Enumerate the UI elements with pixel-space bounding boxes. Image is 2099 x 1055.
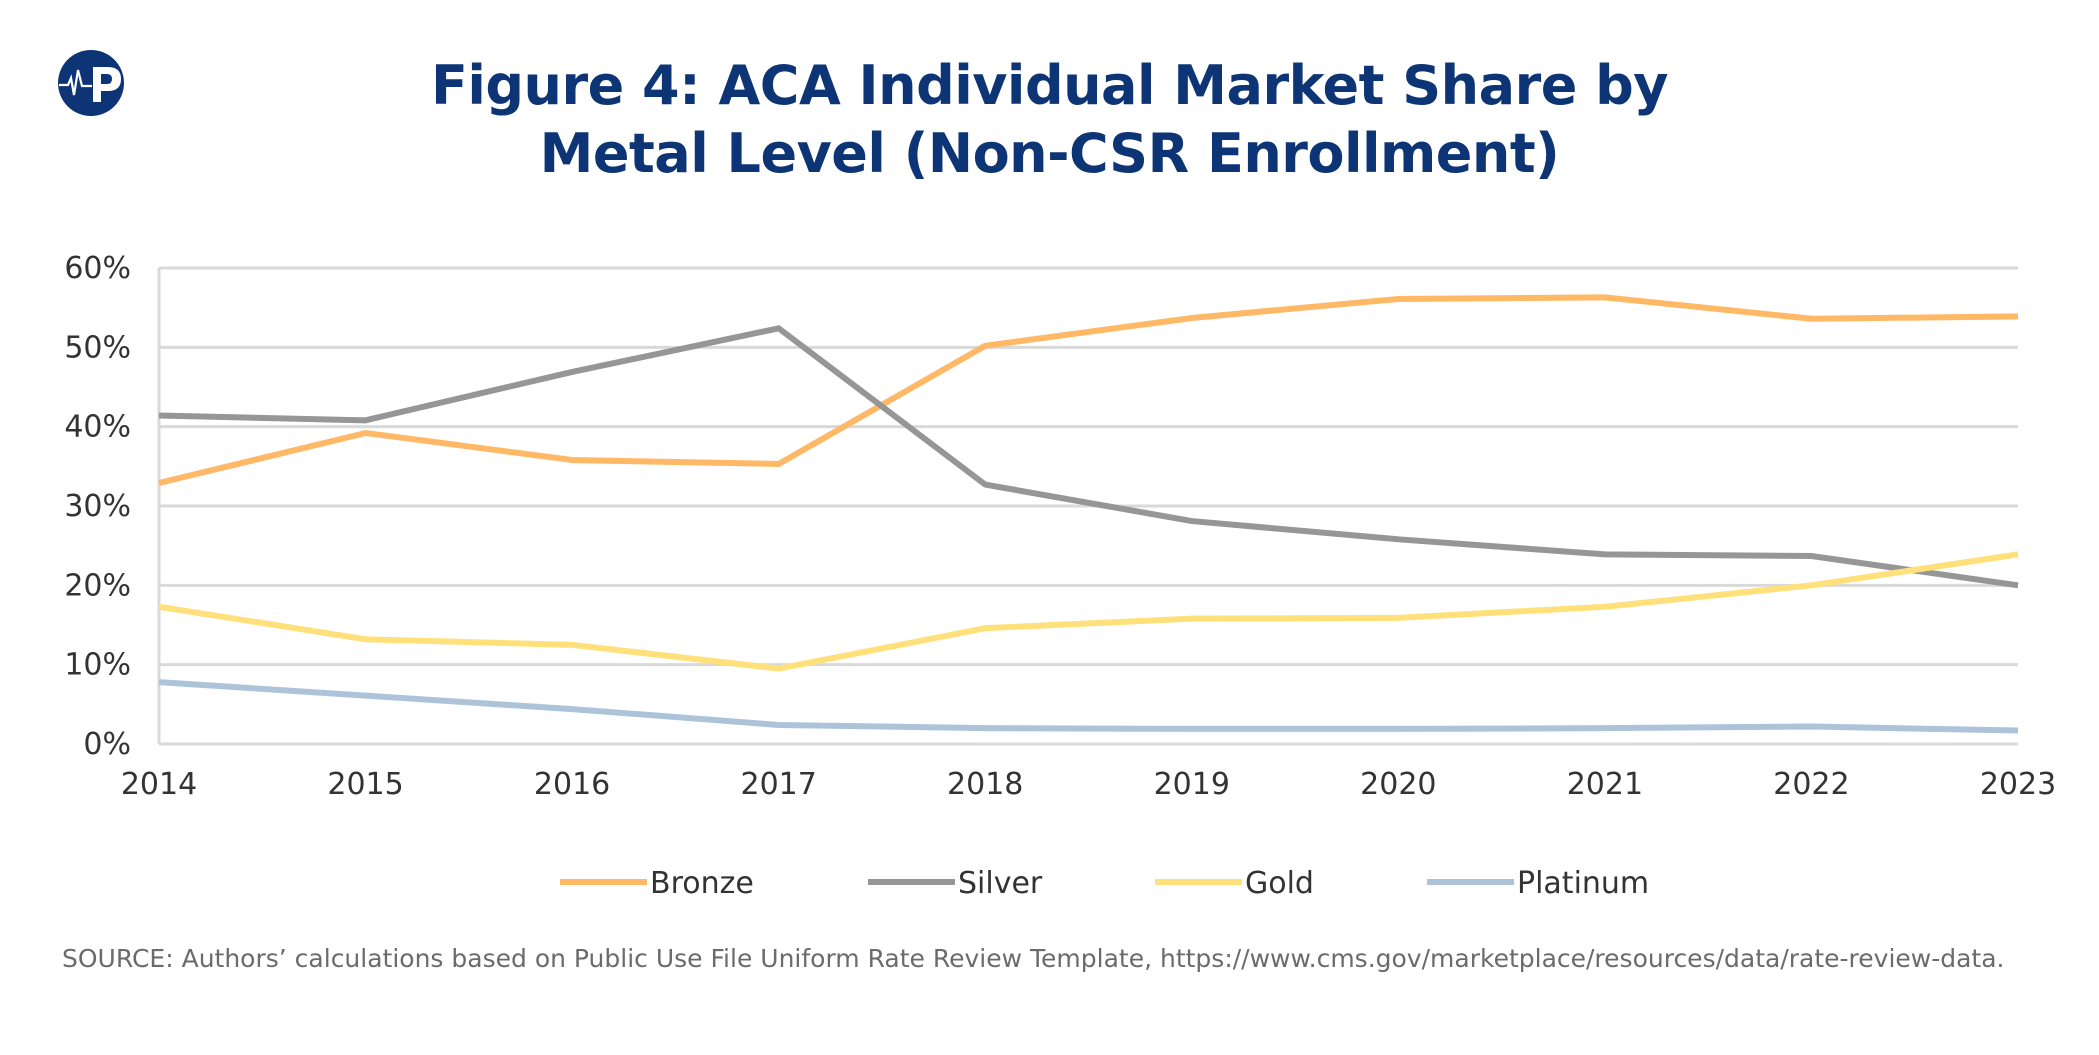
y-tick-label: 0% — [83, 727, 131, 762]
x-tick-label: 2019 — [1154, 767, 1230, 802]
legend-label: Platinum — [1517, 866, 1649, 901]
y-tick-label: 50% — [64, 330, 131, 365]
x-tick-label: 2023 — [1980, 767, 2056, 802]
x-tick-label: 2015 — [327, 767, 403, 802]
y-tick-label: 30% — [64, 489, 131, 524]
legend-label: Gold — [1245, 866, 1314, 901]
title-line-1: Figure 4: ACA Individual Market Share by — [431, 54, 1668, 117]
y-tick-label: 20% — [64, 568, 131, 603]
legend-item-silver: Silver — [868, 866, 1043, 901]
chart-title: Figure 4: ACA Individual Market Share by… — [0, 52, 2099, 188]
source-note: SOURCE: Authors’ calculations based on P… — [62, 944, 2005, 973]
legend-item-platinum: Platinum — [1427, 866, 1649, 901]
x-tick-label: 2022 — [1773, 767, 1849, 802]
p-letter-icon — [93, 67, 121, 102]
heartbeat-icon — [59, 69, 92, 96]
legend-label: Bronze — [650, 866, 754, 901]
x-tick-label: 2017 — [740, 767, 816, 802]
logo — [58, 50, 124, 116]
logo-circle — [58, 50, 124, 116]
title-line-2: Metal Level (Non-CSR Enrollment) — [539, 122, 1560, 185]
series-line-gold — [158, 551, 2019, 672]
y-tick-label: 40% — [64, 410, 131, 445]
x-tick-label: 2016 — [534, 767, 610, 802]
x-tick-label: 2014 — [121, 767, 197, 802]
x-tick-label: 2018 — [947, 767, 1023, 802]
series-line-silver — [158, 325, 2019, 589]
x-tick-label: 2021 — [1567, 767, 1643, 802]
x-tick-label: 2020 — [1360, 767, 1436, 802]
y-tick-label: 10% — [64, 648, 131, 683]
legend-label: Silver — [958, 866, 1043, 901]
series-line-platinum — [158, 679, 2019, 734]
series-line-bronze — [158, 294, 2019, 486]
y-tick-label: 60% — [64, 251, 131, 286]
legend-item-bronze: Bronze — [560, 866, 754, 901]
legend-item-gold: Gold — [1155, 866, 1314, 901]
